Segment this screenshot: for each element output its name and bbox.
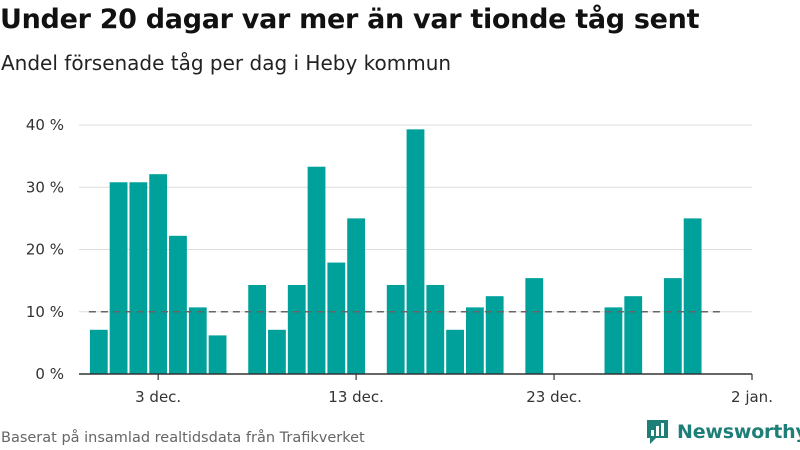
y-tick-label: 0 % xyxy=(35,365,64,383)
y-tick-label: 40 % xyxy=(26,116,64,134)
chart-subtitle: Andel försenade tåg per dag i Heby kommu… xyxy=(1,51,452,75)
bar xyxy=(208,335,227,374)
bar xyxy=(624,296,643,374)
bar xyxy=(465,307,484,374)
bar xyxy=(109,182,128,374)
y-tick-label: 30 % xyxy=(26,178,64,196)
bar xyxy=(525,278,544,374)
source-note: Baserat på insamlad realtidsdata från Tr… xyxy=(1,430,365,446)
bar xyxy=(386,284,405,374)
bar xyxy=(307,166,326,374)
chart-title: Under 20 dagar var mer än var tionde tåg… xyxy=(0,4,700,35)
bar xyxy=(426,284,445,374)
y-tick-label: 10 % xyxy=(26,303,64,321)
bar xyxy=(327,262,346,374)
brand-logo: Newsworthy xyxy=(645,419,800,445)
bars xyxy=(89,129,702,375)
bar xyxy=(663,278,682,374)
bar xyxy=(347,218,366,375)
x-tick-label: 13 dec. xyxy=(328,388,384,406)
bar xyxy=(683,218,702,375)
bar xyxy=(485,296,504,374)
x-tick-label: 2 jan. xyxy=(731,388,773,406)
bar xyxy=(604,307,623,374)
bar xyxy=(446,329,464,374)
bar xyxy=(149,174,168,374)
y-tick-label: 20 % xyxy=(26,241,64,259)
bar xyxy=(406,129,425,374)
newsworthy-logo-icon xyxy=(647,420,668,444)
bar xyxy=(169,235,187,374)
bar xyxy=(129,182,148,374)
bar xyxy=(188,307,207,374)
brand-name: Newsworthy xyxy=(677,421,800,443)
chart-canvas: 0 % 10 % 20 % 30 % 40 % 3 dec. 13 dec. 23 dec. 2… xyxy=(26,116,773,406)
x-tick-label: 23 dec. xyxy=(526,388,582,406)
bar xyxy=(268,329,286,374)
bar xyxy=(287,284,306,374)
bar xyxy=(248,284,267,374)
axes: 0 % 10 % 20 % 30 % 40 % 3 dec. 13 dec. 23 dec. 2… xyxy=(26,116,773,406)
x-tick-label: 3 dec. xyxy=(135,388,181,406)
bar xyxy=(89,329,108,374)
